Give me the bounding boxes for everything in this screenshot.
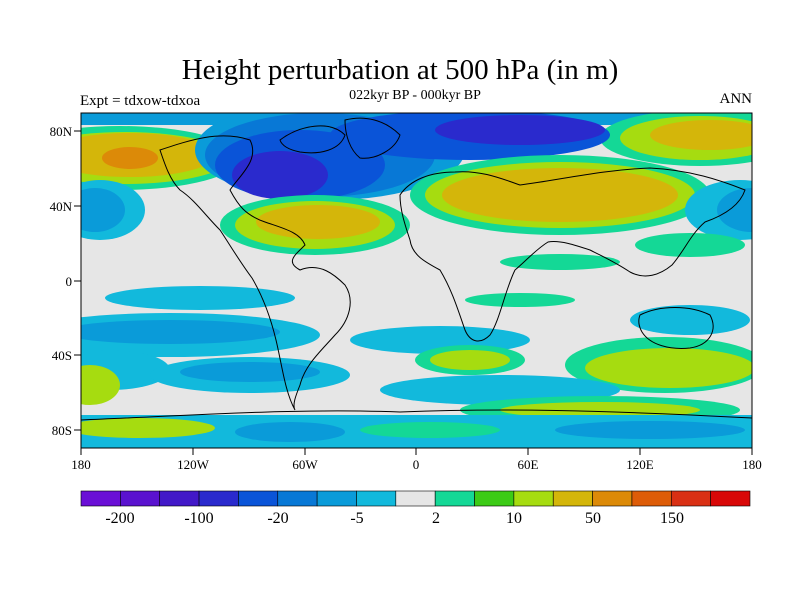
colorbar-label: 50 <box>585 510 601 527</box>
colorbar-swatch <box>356 490 397 507</box>
map-subtitle: 022kyr BP - 000kyr BP <box>349 88 481 103</box>
lon-tick-label: 120E <box>626 457 654 472</box>
colorbar-swatch <box>277 490 318 507</box>
field-eur-pos-inner <box>442 168 678 222</box>
field-s-wrap-pos <box>81 365 120 405</box>
colorbar-label: 10 <box>506 510 522 527</box>
coast-antarctica <box>81 409 752 421</box>
season-label: ANN <box>719 91 753 107</box>
colorbar-swatch <box>513 490 554 507</box>
colorbar-label: 2 <box>432 510 440 527</box>
field-sio-pos-inner <box>585 348 752 388</box>
colorbar-swatch <box>592 490 633 507</box>
field-ant-pos-a <box>81 418 215 438</box>
coast-greenland <box>344 117 401 159</box>
field-atl-pos-inner <box>256 205 380 239</box>
colorbar-swatch <box>80 490 121 507</box>
colorbar-label: -5 <box>350 510 363 527</box>
lon-tick-label: 0 <box>413 457 420 472</box>
lat-tick-label: 80N <box>50 124 73 139</box>
lon-tick-label: 180 <box>71 457 91 472</box>
field-wpac-neg-inner <box>717 188 752 232</box>
colorbar-swatch <box>552 490 593 507</box>
coastlines <box>81 117 752 421</box>
field-s-band-c-core <box>430 350 510 370</box>
colorbar-swatch <box>631 490 672 507</box>
colorbar-swatch <box>316 490 357 507</box>
colorbar-label: 150 <box>660 510 684 527</box>
height-field <box>81 113 752 448</box>
lat-axis: 80N 40N 0 40S 80S <box>50 124 81 438</box>
colorbar-swatch <box>474 490 515 507</box>
lat-tick-label: 80S <box>52 423 72 438</box>
lat-tick-label: 40S <box>52 348 72 363</box>
colorbar-swatch <box>670 490 711 507</box>
colorbar-swatch <box>434 490 475 507</box>
field-spac-neg-core <box>81 320 280 344</box>
field-npac-pos-core <box>102 147 158 169</box>
lat-tick-label: 0 <box>66 274 73 289</box>
lon-tick-label: 120W <box>177 457 210 472</box>
colorbar-swatch <box>710 490 751 507</box>
field-atl-neg-core <box>435 115 605 145</box>
coast-americas <box>159 135 351 411</box>
field-trop-epac-neg <box>105 286 295 310</box>
coast-australia <box>638 307 714 349</box>
field-ant-neg-a <box>235 422 345 442</box>
colorbar-swatch <box>120 490 161 507</box>
lon-axis: 180 120W 60W 0 60E 120E 180 <box>71 448 762 472</box>
field-ant-pos-b <box>360 422 500 438</box>
colorbar <box>80 490 751 507</box>
lon-tick-label: 60W <box>292 457 318 472</box>
field-trop-ind-pos <box>500 254 620 270</box>
field-so-pos-core <box>500 402 700 418</box>
field-aus-neg-band <box>630 305 750 335</box>
field-trop-pac-pos <box>635 233 745 257</box>
map-title: Height perturbation at 500 hPa (in m) <box>181 54 619 86</box>
coast-arctic-canada <box>279 125 346 154</box>
field-wpac-wrap-inner <box>81 188 125 232</box>
field-na-neg-core <box>232 151 328 199</box>
field-npac-wrap-inner <box>650 120 752 150</box>
colorbar-swatch <box>395 490 436 507</box>
lon-tick-label: 180 <box>742 457 762 472</box>
lat-tick-label: 40N <box>50 199 73 214</box>
experiment-label: Expt = tdxow-tdxoa <box>80 93 201 109</box>
coast-eurasia-africa <box>399 167 746 342</box>
colorbar-label: -200 <box>105 510 134 527</box>
colorbar-labels: -200 -100 -20 -5 2 10 50 150 <box>105 510 684 527</box>
colorbar-swatch <box>198 490 239 507</box>
colorbar-label: -100 <box>184 510 213 527</box>
colorbar-label: -20 <box>267 510 288 527</box>
colorbar-swatch <box>238 490 279 507</box>
lon-tick-label: 60E <box>518 457 539 472</box>
field-s-band-b-core <box>180 362 320 382</box>
colorbar-swatch <box>159 490 200 507</box>
field-ant-neg-b <box>555 421 745 439</box>
field-trop-afr-pos <box>465 293 575 307</box>
